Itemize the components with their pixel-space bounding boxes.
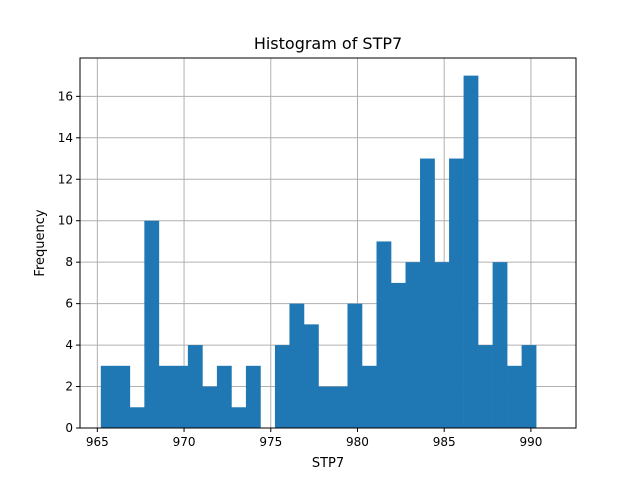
histogram-bar — [478, 345, 493, 428]
histogram-bar — [173, 365, 189, 428]
histogram-bar — [129, 407, 145, 428]
y-tick-label: 14 — [58, 131, 73, 145]
grid-lines — [80, 58, 576, 429]
histogram-bar — [318, 386, 334, 428]
y-tick-label: 12 — [58, 172, 73, 186]
histogram-bar — [245, 365, 261, 428]
histogram-bar — [434, 262, 450, 428]
histogram-bar — [420, 158, 435, 428]
y-tick-label: 6 — [65, 297, 73, 311]
histogram-bar — [274, 345, 290, 428]
histogram-bar — [492, 262, 508, 428]
x-tick-label: 980 — [346, 435, 369, 449]
y-tick-label: 10 — [58, 214, 73, 228]
histogram-bar — [231, 407, 247, 428]
histogram-bar — [100, 365, 116, 428]
histogram-bar — [347, 303, 363, 428]
histogram-bar — [362, 365, 377, 428]
histogram-bar — [521, 345, 537, 428]
bars — [100, 75, 537, 428]
histogram-bar — [158, 365, 174, 428]
y-axis-label: Frequency — [33, 209, 48, 276]
histogram-bar — [289, 303, 305, 428]
histogram-bar — [187, 345, 203, 428]
x-tick-label: 985 — [433, 435, 456, 449]
histogram-bar — [376, 241, 392, 428]
x-tick-label: 965 — [86, 435, 109, 449]
histogram-bar — [507, 365, 522, 428]
x-tick-label: 975 — [259, 435, 282, 449]
histogram-bar — [115, 365, 131, 428]
histogram-bar — [332, 386, 348, 428]
y-tick-label: 4 — [65, 338, 73, 352]
y-tick-label: 2 — [65, 380, 73, 394]
histogram-bar — [391, 282, 406, 428]
y-axis-ticks: 0 2 4 6 8 10 12 14 16 — [58, 89, 80, 435]
histogram-bar — [202, 386, 218, 428]
histogram-bar — [216, 365, 232, 428]
y-tick-label: 8 — [65, 255, 73, 269]
histogram-bar — [449, 158, 464, 428]
plot-frame — [79, 57, 577, 429]
x-axis-label: STP7 — [312, 456, 344, 471]
histogram-bar — [144, 220, 160, 428]
x-tick-label: 970 — [173, 435, 196, 449]
y-tick-label: 0 — [65, 421, 73, 435]
histogram-bar — [303, 324, 319, 428]
chart-title: Histogram of STP7 — [254, 34, 402, 53]
x-tick-label: 990 — [519, 435, 542, 449]
histogram-bar — [405, 262, 421, 428]
x-axis-ticks: 965 970 975 980 985 990 — [86, 428, 542, 449]
histogram-bar — [463, 75, 479, 428]
y-tick-label: 16 — [58, 89, 73, 103]
